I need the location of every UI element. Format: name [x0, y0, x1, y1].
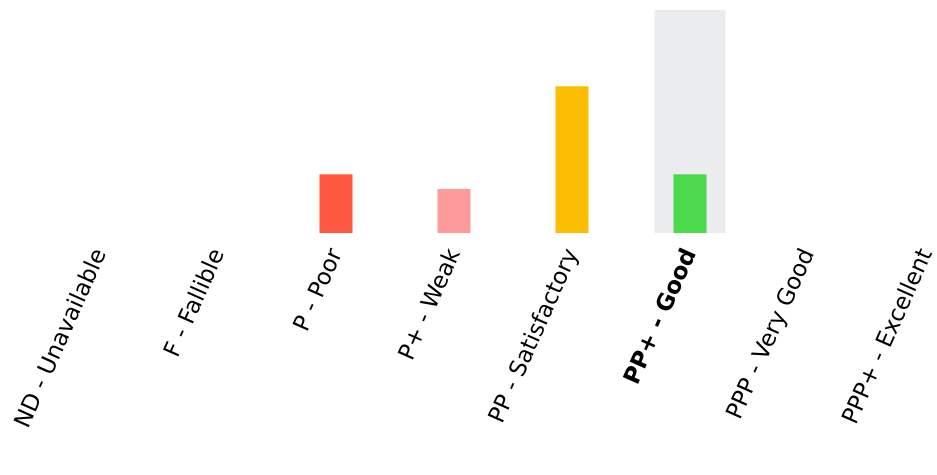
bar-pp-satisfactory: [555, 86, 589, 233]
bar-p-poor: [319, 174, 353, 233]
tick-label-pp-satisfactory: PP - Satisfactory: [484, 245, 584, 427]
tick-label-ppplus-good: PP+ - Good: [619, 245, 702, 388]
tick-label-f-fallible: F - Fallible: [159, 245, 230, 361]
tick-label-p-poor: P - Poor: [289, 244, 349, 335]
tick-label-nd-unavailable: ND - Unavailable: [10, 245, 112, 432]
tick-label-ppp-very-good: PPP - Very Good: [721, 245, 819, 423]
tick-label-pplus-weak: P+ - Weak: [394, 244, 466, 364]
tick-label-pppplus-excellent: PPP+ - Excellent: [837, 245, 937, 428]
bar-pplus-weak: [437, 188, 471, 233]
bar-ppplus-good: [673, 174, 707, 233]
